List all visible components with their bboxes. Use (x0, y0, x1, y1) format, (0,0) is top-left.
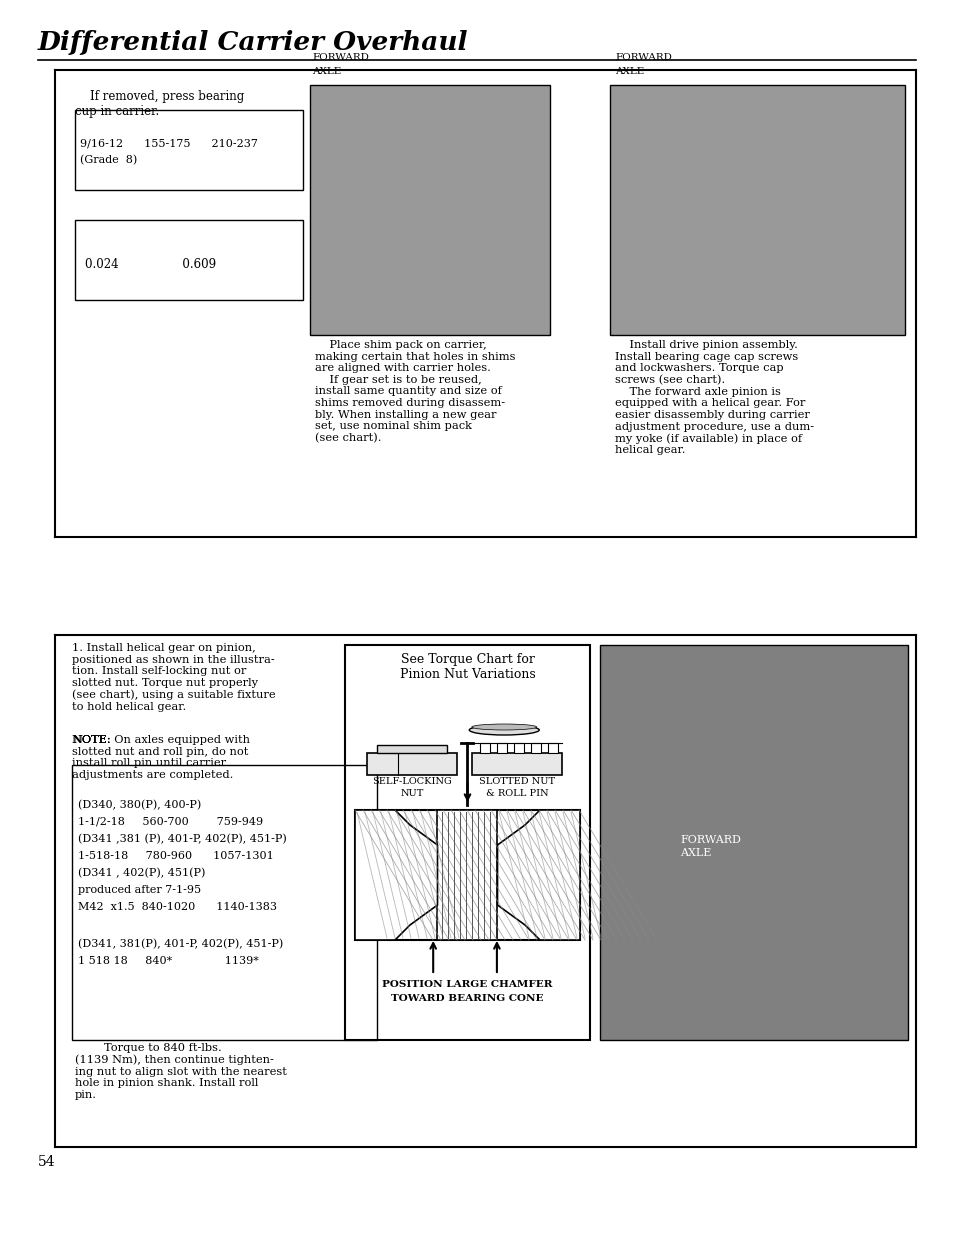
Text: If removed, press bearing
cup in carrier.: If removed, press bearing cup in carrier… (75, 90, 244, 119)
Text: Install drive pinion assembly.
Install bearing cage cap screws
and lockwashers. : Install drive pinion assembly. Install b… (615, 340, 813, 456)
Text: FORWARD: FORWARD (615, 53, 671, 62)
Bar (71, 764, 376, 1040)
Text: FORWARD: FORWARD (312, 53, 369, 62)
Bar (497, 743, 507, 753)
Bar (75, 220, 303, 300)
Text: (D340, 380(P), 400-P): (D340, 380(P), 400-P) (78, 800, 201, 810)
Bar (514, 743, 524, 753)
Bar (75, 110, 303, 190)
Text: & ROLL PIN: & ROLL PIN (486, 789, 548, 798)
Text: NUT: NUT (400, 789, 423, 798)
Bar (310, 85, 550, 335)
Text: Differential Carrier Overhaul: Differential Carrier Overhaul (38, 30, 468, 56)
Bar (609, 85, 904, 335)
Text: 0.024                 0.609: 0.024 0.609 (85, 258, 216, 270)
Text: 1-518-18     780-960      1057-1301: 1-518-18 780-960 1057-1301 (78, 851, 274, 861)
Text: (Grade  8): (Grade 8) (80, 156, 137, 165)
Bar (599, 645, 907, 1040)
Text: produced after 7-1-95: produced after 7-1-95 (78, 885, 201, 895)
Bar (548, 743, 558, 753)
Ellipse shape (471, 724, 537, 730)
Text: NOTE:: NOTE: (71, 735, 111, 745)
Text: FORWARD: FORWARD (679, 835, 740, 845)
Polygon shape (497, 810, 579, 940)
Bar (376, 745, 447, 753)
Text: AXLE: AXLE (312, 67, 341, 77)
Bar (472, 753, 562, 776)
Text: SLOTTED NUT: SLOTTED NUT (478, 777, 555, 785)
Text: NOTE: On axles equipped with
slotted nut and roll pin, do not
install roll pin u: NOTE: On axles equipped with slotted nut… (71, 735, 250, 779)
Text: M42  x1.5  840-1020      1140-1383: M42 x1.5 840-1020 1140-1383 (78, 902, 276, 911)
Text: POSITION LARGE CHAMFER: POSITION LARGE CHAMFER (382, 981, 552, 989)
Text: 1 518 18     840*               1139*: 1 518 18 840* 1139* (78, 956, 258, 966)
Text: AXLE: AXLE (679, 847, 711, 857)
Bar (355, 810, 579, 940)
Bar (531, 743, 541, 753)
Text: 1. Install helical gear on pinion,
positioned as shown in the illustra-
tion. In: 1. Install helical gear on pinion, posit… (71, 643, 275, 711)
Text: See Torque Chart for
Pinion Nut Variations: See Torque Chart for Pinion Nut Variatio… (399, 653, 535, 680)
Polygon shape (355, 810, 437, 940)
Text: (D341 ,381 (P), 401-P, 402(P), 451-P): (D341 ,381 (P), 401-P, 402(P), 451-P) (78, 834, 287, 845)
Text: 1-1/2-18     560-700        759-949: 1-1/2-18 560-700 759-949 (78, 818, 263, 827)
Text: AXLE: AXLE (615, 67, 643, 77)
Text: (D341, 381(P), 401-P, 402(P), 451-P): (D341, 381(P), 401-P, 402(P), 451-P) (78, 939, 283, 950)
Text: Torque to 840 ft-lbs.
(1139 Nm), then continue tighten-
ing nut to align slot wi: Torque to 840 ft-lbs. (1139 Nm), then co… (75, 1044, 287, 1100)
Text: SELF-LOCKING: SELF-LOCKING (372, 777, 452, 785)
Text: 54: 54 (38, 1155, 55, 1170)
Text: (D341 , 402(P), 451(P): (D341 , 402(P), 451(P) (78, 868, 205, 878)
Ellipse shape (469, 725, 538, 735)
Bar (480, 743, 490, 753)
Bar (367, 753, 456, 776)
Text: Place shim pack on carrier,
making certain that holes in shims
are aligned with : Place shim pack on carrier, making certa… (314, 340, 515, 443)
Text: 9/16-12      155-175      210-237: 9/16-12 155-175 210-237 (80, 138, 257, 148)
Text: TOWARD BEARING CONE: TOWARD BEARING CONE (391, 994, 543, 1003)
Bar (345, 645, 589, 1040)
Bar (437, 810, 497, 940)
Text: NOTE:: NOTE: (71, 735, 111, 745)
